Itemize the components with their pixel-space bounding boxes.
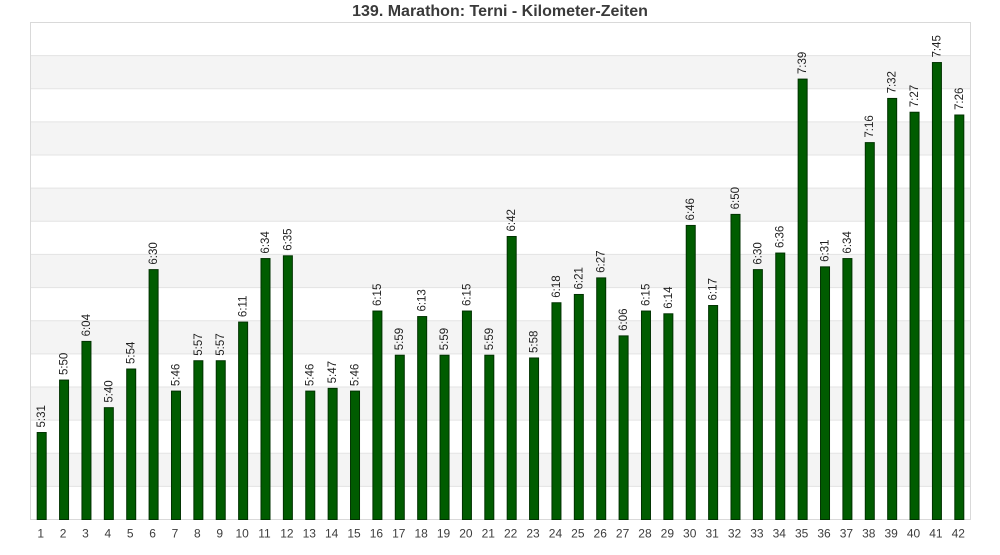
svg-text:7:16: 7:16: [864, 115, 876, 137]
svg-text:6:21: 6:21: [573, 267, 585, 289]
svg-text:1: 1: [37, 527, 44, 541]
svg-text:27: 27: [616, 527, 630, 541]
svg-text:5:46: 5:46: [349, 364, 361, 386]
svg-text:5:40: 5:40: [103, 380, 115, 402]
svg-text:40: 40: [907, 527, 921, 541]
svg-text:6:27: 6:27: [596, 251, 608, 273]
svg-text:41: 41: [929, 527, 943, 541]
svg-text:6:31: 6:31: [819, 239, 831, 261]
svg-text:5:58: 5:58: [529, 331, 541, 353]
svg-text:5:57: 5:57: [215, 333, 227, 355]
svg-text:7:39: 7:39: [797, 52, 809, 74]
svg-text:13: 13: [303, 527, 317, 541]
svg-text:38: 38: [862, 527, 876, 541]
svg-text:6:17: 6:17: [708, 278, 720, 300]
svg-text:6:46: 6:46: [685, 198, 697, 220]
svg-text:16: 16: [370, 527, 384, 541]
svg-text:19: 19: [437, 527, 451, 541]
svg-text:22: 22: [504, 527, 518, 541]
svg-text:17: 17: [392, 527, 406, 541]
svg-text:29: 29: [661, 527, 675, 541]
svg-text:6: 6: [149, 527, 156, 541]
svg-text:32: 32: [728, 527, 742, 541]
svg-text:4: 4: [104, 527, 111, 541]
svg-text:12: 12: [280, 527, 294, 541]
svg-text:6:18: 6:18: [551, 275, 563, 297]
svg-text:33: 33: [750, 527, 764, 541]
svg-text:6:15: 6:15: [372, 284, 384, 306]
svg-text:5:54: 5:54: [126, 341, 138, 364]
svg-text:28: 28: [638, 527, 652, 541]
svg-text:7:45: 7:45: [931, 35, 943, 57]
svg-text:6:04: 6:04: [81, 313, 93, 336]
svg-text:7:32: 7:32: [887, 71, 899, 93]
svg-text:8: 8: [194, 527, 201, 541]
svg-text:30: 30: [683, 527, 697, 541]
svg-text:6:34: 6:34: [260, 231, 272, 254]
svg-text:6:36: 6:36: [775, 226, 787, 248]
svg-text:11: 11: [258, 527, 271, 541]
svg-text:34: 34: [773, 527, 787, 541]
svg-text:35: 35: [795, 527, 809, 541]
svg-text:5:46: 5:46: [170, 364, 182, 386]
svg-text:5:50: 5:50: [59, 353, 71, 375]
svg-text:6:34: 6:34: [842, 231, 854, 254]
svg-text:7:26: 7:26: [954, 88, 966, 110]
svg-text:24: 24: [549, 527, 563, 541]
svg-text:10: 10: [235, 527, 249, 541]
svg-text:26: 26: [594, 527, 608, 541]
svg-text:5:59: 5:59: [394, 328, 406, 350]
svg-text:7: 7: [172, 527, 179, 541]
svg-text:39: 39: [884, 527, 898, 541]
svg-text:139. Marathon: Terni - Kilomet: 139. Marathon: Terni - Kilometer-Zeiten: [352, 3, 648, 20]
svg-text:21: 21: [482, 527, 496, 541]
svg-text:6:15: 6:15: [461, 284, 473, 306]
svg-text:6:14: 6:14: [663, 286, 675, 309]
svg-text:5:31: 5:31: [36, 405, 48, 427]
svg-text:15: 15: [347, 527, 361, 541]
svg-text:6:13: 6:13: [417, 289, 429, 311]
svg-text:9: 9: [216, 527, 223, 541]
svg-text:37: 37: [840, 527, 854, 541]
svg-text:6:42: 6:42: [506, 209, 518, 231]
svg-text:2: 2: [60, 527, 67, 541]
svg-text:3: 3: [82, 527, 89, 541]
svg-text:5:46: 5:46: [305, 364, 317, 386]
svg-text:31: 31: [705, 527, 719, 541]
svg-text:25: 25: [571, 527, 585, 541]
svg-text:23: 23: [526, 527, 540, 541]
svg-text:6:11: 6:11: [238, 296, 250, 318]
svg-text:5:59: 5:59: [439, 328, 451, 350]
svg-text:6:15: 6:15: [640, 284, 652, 306]
svg-text:5:59: 5:59: [484, 328, 496, 350]
svg-text:6:30: 6:30: [148, 242, 160, 264]
svg-text:18: 18: [414, 527, 428, 541]
svg-text:6:50: 6:50: [730, 187, 742, 209]
svg-text:42: 42: [952, 527, 966, 541]
svg-text:5:57: 5:57: [193, 333, 205, 355]
svg-text:20: 20: [459, 527, 473, 541]
svg-text:7:27: 7:27: [909, 85, 921, 107]
svg-text:6:35: 6:35: [282, 228, 294, 250]
svg-text:5:47: 5:47: [327, 361, 339, 383]
svg-text:6:06: 6:06: [618, 308, 630, 330]
svg-text:5: 5: [127, 527, 134, 541]
svg-text:36: 36: [817, 527, 831, 541]
svg-text:14: 14: [325, 527, 339, 541]
svg-text:6:30: 6:30: [752, 242, 764, 264]
